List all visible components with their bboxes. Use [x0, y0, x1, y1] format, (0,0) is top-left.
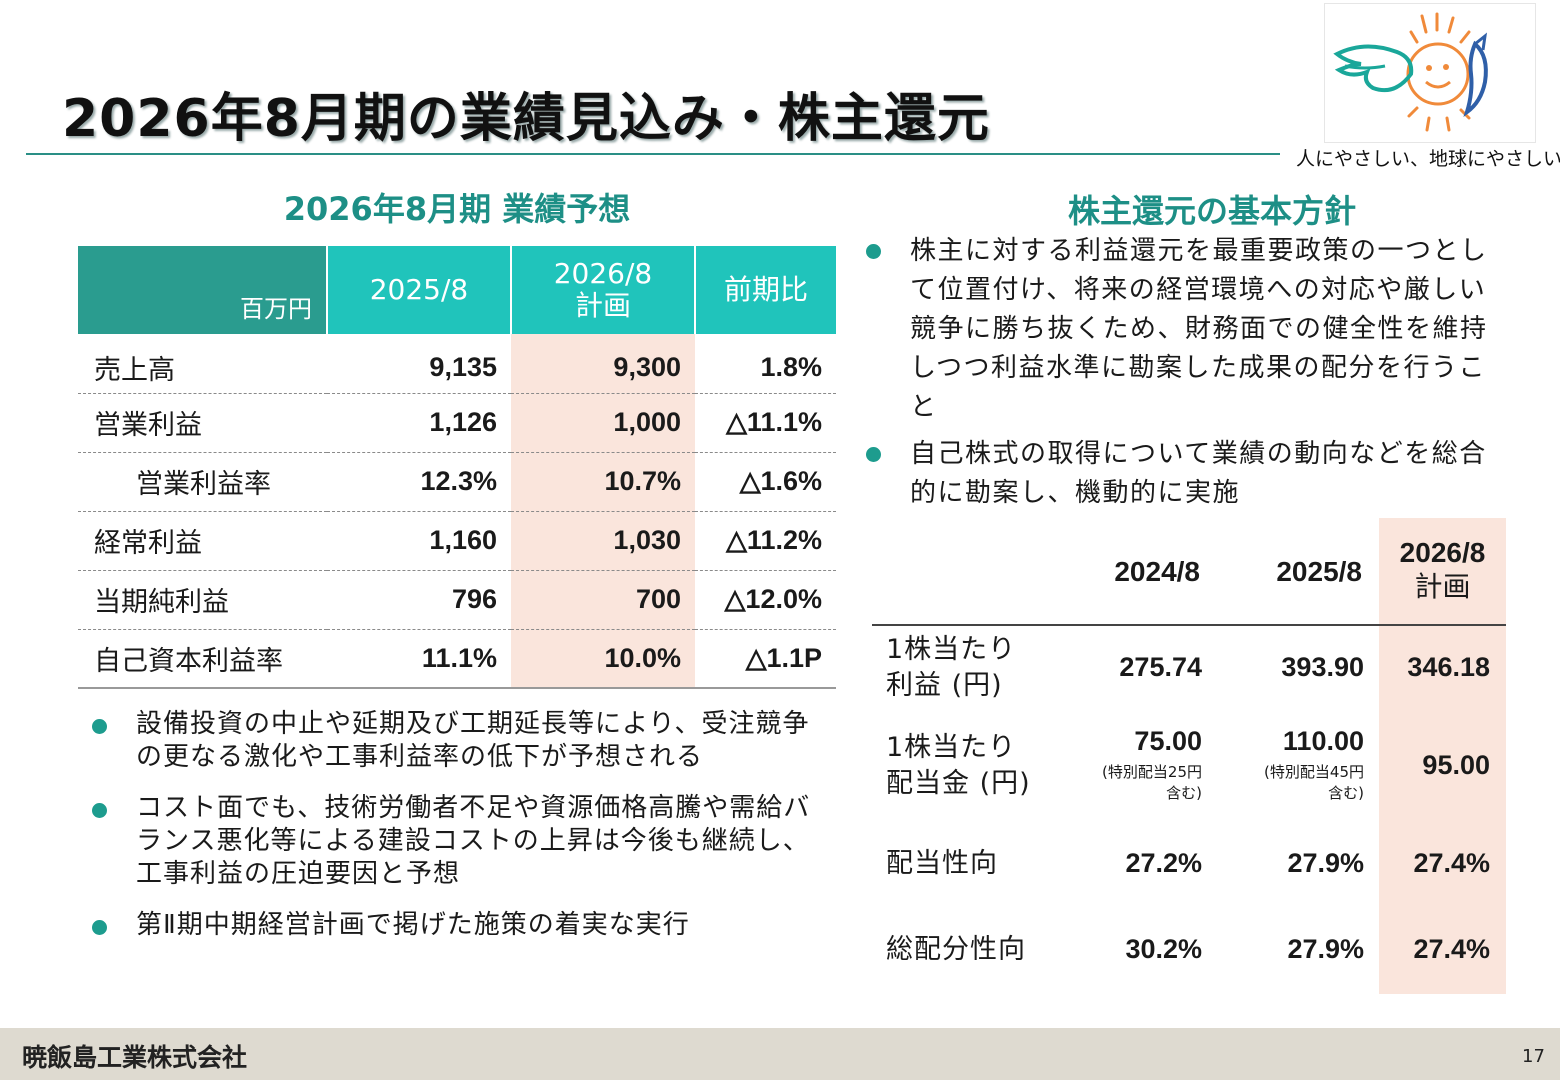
value-yoy: △11.2%	[695, 511, 836, 571]
table-row: 営業利益率 12.3% 10.7% △1.6%	[78, 452, 836, 512]
row-label: 経常利益	[78, 511, 327, 571]
note-text: 設備投資の中止や延期及び工期延長等により、受注競争の更なる激化や工事利益率の低下…	[136, 709, 810, 772]
table-row: 当期純利益 796 700 △12.0%	[78, 570, 836, 630]
tagline: 人にやさしい、地球にやさしい。	[1296, 148, 1560, 170]
forecast-header-row: 百万円 2025/8 2026/8 計画 前期比	[78, 246, 836, 334]
dps-label-line2: 配当金 (円)	[886, 768, 1031, 799]
value-2026-plan: 1,000	[511, 393, 695, 453]
forecast-notes: 設備投資の中止や延期及び工期延長等により、受注競争の更なる激化や工事利益率の低下…	[92, 708, 812, 960]
note-text: 第Ⅱ期中期経営計画で掲げた施策の着実な実行	[136, 910, 690, 940]
col-2024-header: 2024/8	[1114, 556, 1200, 587]
col-2026-year: 2026/8	[553, 256, 653, 290]
total-return-2025: 27.9%	[1287, 934, 1364, 964]
payout-label: 配当性向	[886, 848, 998, 879]
dps-2024: 75.00	[1134, 726, 1202, 756]
value-yoy: △12.0%	[695, 570, 836, 630]
bullet-dot-icon	[92, 719, 107, 734]
bullet-dot-icon	[92, 803, 107, 818]
bullet-dot-icon	[92, 920, 107, 935]
unit-header: 百万円	[78, 246, 328, 334]
dps-label-line1: 1株当たり	[886, 732, 1017, 763]
page-number: 17	[1522, 1046, 1545, 1067]
value-2026-plan: 10.0%	[511, 629, 695, 689]
table-row: 経常利益 1,160 1,030 △11.2%	[78, 511, 836, 571]
shareholder-heading: 株主還元の基本方針	[1067, 192, 1356, 230]
dps-label: 1株当たり 配当金 (円)	[886, 730, 1031, 802]
value-2025: 12.3%	[327, 452, 511, 512]
note-line2: 含む)	[1166, 784, 1202, 802]
value-2025: 1,160	[327, 511, 511, 571]
footer-bar	[0, 1028, 1560, 1080]
value-2026-plan: 10.7%	[511, 452, 695, 512]
dps-2025: 110.00	[1282, 726, 1364, 756]
note-line1: (特別配当25円	[1102, 763, 1202, 781]
payout-2025: 27.9%	[1287, 848, 1364, 878]
col-2025-header: 2025/8	[1276, 556, 1362, 587]
value-2025: 796	[327, 570, 511, 630]
total-return-2026-plan: 27.4%	[1413, 934, 1490, 964]
eps-label: 1株当たり 利益 (円)	[886, 632, 1016, 704]
col-2026-plan: 計画	[574, 289, 631, 322]
col-yoy-header: 前期比	[695, 246, 836, 334]
dps-2025-note: (特別配当45円 含む)	[1230, 762, 1364, 804]
company-logo	[1324, 3, 1536, 143]
note-line1: (特別配当45円	[1264, 763, 1364, 781]
plan-column-highlight	[1379, 518, 1506, 994]
policy-notes: 株主に対する利益還元を最重要政策の一つとして位置付け、将来の経営環境への対応や厳…	[866, 232, 1506, 521]
page-title: 2026年8月期の業績見込み・株主還元	[62, 89, 990, 149]
dps-2026-plan: 95.00	[1422, 750, 1490, 780]
col-2026-plan-header: 2026/8 計画	[1379, 536, 1506, 603]
table-row: 営業利益 1,126 1,000 △11.1%	[78, 393, 836, 453]
policy-text: 株主に対する利益還元を最重要政策の一つとして位置付け、将来の経営環境への対応や厳…	[910, 236, 1488, 422]
list-item: 自己株式の取得について業績の動向などを総合的に勘案し、機動的に実施	[866, 435, 1506, 513]
value-yoy: △1.6%	[695, 452, 836, 512]
list-item: 株主に対する利益還元を最重要政策の一つとして位置付け、将来の経営環境への対応や厳…	[866, 232, 1506, 427]
value-2025: 1,126	[327, 393, 511, 453]
forecast-heading: 2026年8月期 業績予想	[283, 190, 631, 228]
eps-2024: 275.74	[1119, 652, 1202, 682]
row-label: 売上高	[78, 334, 327, 394]
value-2026-plan: 1,030	[511, 511, 695, 571]
payout-2026-plan: 27.4%	[1413, 848, 1490, 878]
value-yoy: △1.1P	[695, 629, 836, 689]
value-2026-plan: 9,300	[511, 334, 695, 394]
value-yoy: △11.1%	[695, 393, 836, 453]
col-2025-header: 2025/8	[327, 246, 512, 334]
eps-2025: 393.90	[1281, 652, 1364, 682]
value-2025: 9,135	[327, 334, 511, 394]
list-item: コスト面でも、技術労働者不足や資源価格高騰や需給バランス悪化等による建設コストの…	[92, 792, 812, 891]
row-label: 当期純利益	[78, 570, 327, 630]
title-divider	[26, 153, 1280, 155]
total-return-2024: 30.2%	[1125, 934, 1202, 964]
table-row: 売上高 9,135 9,300 1.8%	[78, 334, 836, 394]
col-2026-plan-header: 2026/8 計画	[511, 246, 696, 334]
value-2025: 11.1%	[327, 629, 511, 689]
policy-text: 自己株式の取得について業績の動向などを総合的に勘案し、機動的に実施	[910, 439, 1487, 508]
eps-2026-plan: 346.18	[1407, 652, 1490, 682]
payout-2024: 27.2%	[1125, 848, 1202, 878]
value-2026-plan: 700	[511, 570, 695, 630]
note-text: コスト面でも、技術労働者不足や資源価格高騰や需給バランス悪化等による建設コストの…	[136, 793, 811, 889]
col-2026-plan: 計画	[1414, 570, 1471, 602]
total-return-label: 総配分性向	[886, 934, 1026, 965]
dps-2024-note: (特別配当25円 含む)	[1070, 762, 1202, 804]
eps-label-line2: 利益 (円)	[886, 670, 1003, 701]
bullet-dot-icon	[866, 447, 881, 462]
forecast-table: 百万円 2025/8 2026/8 計画 前期比 売上高 9,135 9,300…	[78, 246, 836, 689]
dividend-table-divider	[872, 624, 1506, 626]
row-label: 営業利益	[78, 393, 327, 453]
row-label: 営業利益率	[78, 452, 327, 512]
sun-bird-fish-logo-icon	[1333, 12, 1488, 132]
note-line2: 含む)	[1328, 784, 1364, 802]
bullet-dot-icon	[866, 244, 881, 259]
table-row: 自己資本利益率 11.1% 10.0% △1.1P	[78, 629, 836, 689]
col-2026-year: 2026/8	[1399, 537, 1486, 568]
list-item: 設備投資の中止や延期及び工期延長等により、受注競争の更なる激化や工事利益率の低下…	[92, 708, 812, 774]
row-label: 自己資本利益率	[78, 629, 327, 689]
eps-label-line1: 1株当たり	[886, 634, 1017, 665]
value-yoy: 1.8%	[695, 334, 836, 394]
list-item: 第Ⅱ期中期経営計画で掲げた施策の着実な実行	[92, 909, 812, 942]
company-name: 暁飯島工業株式会社	[22, 1043, 248, 1072]
